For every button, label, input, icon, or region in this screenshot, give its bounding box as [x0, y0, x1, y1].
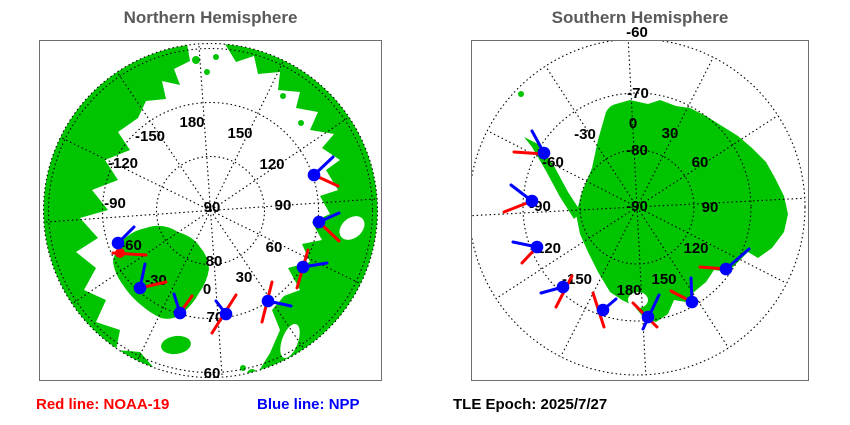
npp-position-dot	[525, 194, 539, 208]
latitude-label: -90	[626, 198, 648, 215]
npp-position-dot	[133, 281, 147, 295]
tle-epoch-date: 2025/7/27	[540, 396, 608, 413]
npp-position-dot	[261, 294, 275, 308]
npp-position-dot	[530, 240, 544, 254]
satellite-layer	[502, 129, 751, 331]
legend-red-satellite: NOAA-19	[103, 396, 170, 413]
legend-red-label: Red line:	[36, 396, 100, 413]
meridian-line	[210, 210, 305, 350]
map-clipped-area	[42, 42, 379, 379]
longitude-label: -30	[574, 126, 596, 143]
island	[213, 54, 219, 60]
legend-red-line: Red line: NOAA-19	[36, 396, 169, 413]
npp-position-dot	[641, 310, 655, 324]
landmass	[43, 45, 191, 368]
sea-patch	[280, 323, 300, 359]
landmass	[219, 43, 378, 371]
npp-position-dot	[312, 215, 326, 229]
sea-patch	[339, 216, 365, 240]
latitude-circle	[101, 101, 320, 320]
npp-position-dot	[296, 260, 310, 274]
longitude-label: -90	[104, 195, 126, 212]
longitude-label: -60	[542, 154, 564, 171]
north-map-title: Northern Hemisphere	[123, 8, 298, 27]
longitude-label: 180	[179, 114, 204, 131]
latitude-label: -70	[627, 85, 649, 102]
npp-position-dot	[219, 307, 233, 321]
tle-epoch: TLE Epoch: 2025/7/27	[453, 396, 607, 413]
longitude-label: 150	[227, 125, 252, 142]
npp-position-dot	[685, 295, 699, 309]
island	[280, 93, 286, 99]
island	[161, 335, 191, 355]
latitude-circle	[155, 155, 266, 266]
longitude-label: 60	[692, 154, 709, 171]
island	[192, 56, 200, 64]
south-map-title: Southern Hemisphere	[551, 8, 729, 27]
graticule-layer	[42, 42, 379, 379]
label-layer: 0306090120150180-150-120-90-60-30-90-80-…	[529, 24, 718, 299]
landmass-layer	[43, 43, 378, 378]
south-map: 0 30 60 90 120 150 180 -150 -120 -90 -60 -30 -90 -80-…	[471, 24, 809, 381]
npp-position-dot	[596, 303, 610, 317]
map-boundary-circle	[42, 42, 379, 379]
npp-position-dot	[307, 168, 321, 182]
legend-blue-line: Blue line: NPP	[257, 396, 360, 413]
south-map-canvas: 0306090120150180-150-120-90-60-30-90-80-…	[472, 24, 806, 376]
latitude-label: 80	[206, 253, 223, 270]
longitude-label: 0	[629, 115, 637, 132]
north-map: 180 150 120 90 60 30 0 -30 -60 -90 -120 -150 90 80 70 6…	[39, 40, 382, 382]
landmass	[576, 100, 788, 322]
island	[518, 91, 524, 97]
longitude-label: 120	[683, 240, 708, 257]
longitude-label: 90	[275, 197, 292, 214]
landmass	[524, 137, 581, 219]
island	[204, 69, 210, 75]
map-boundary-circle	[472, 41, 806, 376]
longitude-label: 30	[236, 269, 253, 286]
longitude-label: 180	[616, 282, 641, 299]
island	[298, 120, 304, 126]
npp-position-dot	[173, 306, 187, 320]
latitude-circle	[522, 92, 752, 322]
latitude-circle	[47, 47, 374, 374]
latitude-circle	[579, 149, 695, 265]
longitude-label: 60	[266, 239, 283, 256]
latitude-label: 60	[204, 365, 221, 382]
map-clipped-area	[472, 41, 806, 376]
longitude-label: 30	[662, 125, 679, 142]
longitude-label: -120	[108, 155, 138, 172]
npp-position-dot	[556, 280, 570, 294]
graticule-layer	[472, 41, 806, 376]
noaa19-position-dot	[115, 248, 125, 258]
longitude-label: 0	[203, 281, 211, 298]
longitude-label: 150	[651, 271, 676, 288]
latitude-label: -80	[626, 142, 648, 159]
npp-position-dot	[719, 262, 733, 276]
island	[240, 365, 246, 371]
latitude-label: 90	[204, 199, 221, 216]
longitude-label: 120	[259, 156, 284, 173]
island	[247, 369, 257, 378]
npp-position-dot	[537, 146, 551, 160]
satellite-layer	[111, 155, 341, 335]
landmass-layer	[518, 91, 788, 322]
longitude-label: -60	[120, 237, 142, 254]
latitude-label: -60	[626, 24, 648, 41]
meridian-line	[209, 210, 223, 378]
npp-position-dot	[111, 236, 125, 250]
landmass	[113, 225, 209, 319]
legend-blue-label: Blue line:	[257, 396, 325, 413]
tle-epoch-label: TLE Epoch:	[453, 396, 537, 413]
legend-blue-satellite: NPP	[328, 396, 360, 413]
north-map-canvas: 1801501209060300-30-60-90-120-1509080706…	[42, 42, 379, 382]
longitude-label: -150	[135, 128, 165, 145]
longitude-label: 90	[702, 199, 719, 216]
